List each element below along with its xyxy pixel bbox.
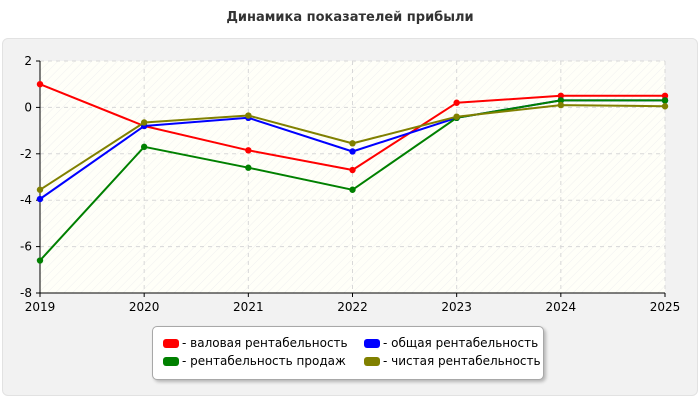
x-tick-label: 2023 — [441, 300, 472, 314]
legend: - валовая рентабельность - общая рентабе… — [152, 326, 544, 380]
data-point-series-2 — [349, 186, 356, 193]
legend-item-series-2: - рентабельность продаж — [163, 354, 346, 368]
data-point-series-2 — [140, 143, 148, 151]
legend-item-series-0: - валовая рентабельность — [163, 336, 348, 350]
legend-label-series-1: - общая рентабельность — [383, 336, 539, 350]
legend-swatch-series-0 — [163, 338, 179, 348]
y-tick-label: -6 — [20, 240, 32, 254]
legend-label-series-2: - рентабельность продаж — [182, 354, 346, 368]
data-point-series-0 — [349, 166, 356, 174]
data-point-series-3 — [245, 112, 252, 119]
series-layer — [36, 81, 669, 264]
y-tick-label: 0 — [24, 100, 32, 114]
x-tick-label: 2021 — [233, 300, 264, 314]
data-point-series-2 — [36, 257, 44, 264]
data-point-series-0 — [36, 81, 44, 88]
data-point-series-2 — [661, 97, 669, 104]
data-point-series-2 — [245, 164, 252, 171]
data-point-series-1 — [349, 148, 356, 155]
x-tick-label: 2024 — [546, 300, 577, 314]
data-point-series-1 — [36, 195, 44, 203]
data-point-series-0 — [557, 92, 565, 100]
x-tick-label: 2025 — [650, 300, 681, 314]
data-point-series-3 — [349, 140, 356, 147]
legend-item-series-1: - общая рентабельность — [364, 336, 538, 350]
data-point-series-2 — [557, 97, 565, 104]
legend-swatch-series-2 — [163, 356, 179, 366]
data-point-series-3 — [557, 101, 565, 109]
data-point-series-3 — [661, 103, 669, 110]
y-tick-label: -4 — [20, 193, 32, 207]
data-point-series-0 — [245, 147, 252, 154]
legend-swatch-series-3 — [364, 356, 380, 366]
legend-label-series-0: - валовая рентабельность — [182, 336, 348, 350]
chart-title: Динамика показателей прибыли — [226, 10, 474, 25]
x-tick-label: 2019 — [25, 300, 56, 314]
y-tick-label: -8 — [20, 286, 32, 300]
data-point-series-3 — [140, 119, 148, 126]
x-tick-label: 2020 — [129, 300, 160, 314]
data-point-series-0 — [453, 99, 460, 106]
y-tick-label: 2 — [24, 54, 32, 68]
y-tick-label: -2 — [20, 147, 32, 161]
data-point-series-3 — [36, 186, 44, 193]
legend-swatch-series-1 — [364, 338, 380, 348]
data-point-series-0 — [661, 92, 669, 100]
x-tick-label: 2022 — [337, 300, 368, 314]
data-point-series-3 — [453, 113, 460, 120]
legend-label-series-3: - чистая рентабельность — [383, 354, 541, 368]
legend-item-series-3: - чистая рентабельность — [364, 354, 541, 368]
